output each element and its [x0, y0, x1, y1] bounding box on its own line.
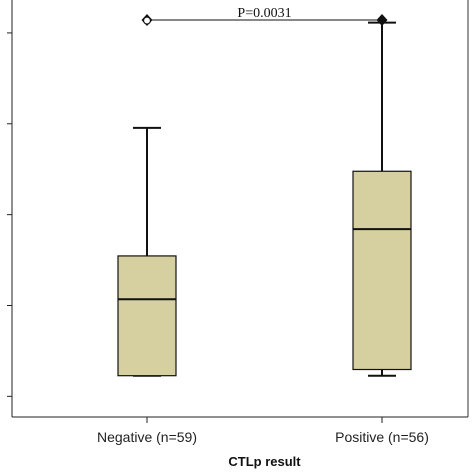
x-tick-label-1: Positive (n=56) — [335, 429, 429, 445]
outlier-0-0 — [142, 16, 152, 25]
plot-frame — [11, 0, 469, 418]
box-series — [117, 16, 412, 377]
x-tick-label-0: Negative (n=59) — [97, 429, 197, 445]
iqr-box-0 — [117, 255, 177, 377]
box-1 — [352, 21, 412, 377]
significance-annotation: P=0.0031 — [141, 6, 388, 26]
box-0 — [117, 16, 177, 377]
iqr-box-1 — [352, 170, 412, 371]
axes: Negative (n=59) Positive (n=56) CTLp resul… — [7, 32, 429, 469]
p-value-label: P=0.0031 — [237, 6, 291, 21]
x-axis-title: CTLp result — [228, 454, 301, 469]
